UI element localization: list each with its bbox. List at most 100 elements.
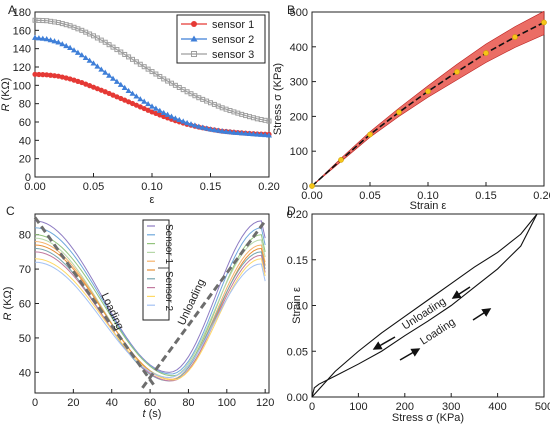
y-tick-label: 60 [19,117,31,129]
data-point [184,119,191,126]
data-point [153,110,159,117]
x-tick-label: 0.15 [475,190,496,202]
data-point [367,131,373,138]
x-tick-label: 0 [32,397,38,409]
panel-letter: B [287,3,295,17]
data-point [133,93,140,99]
data-point [32,71,38,77]
y-tick-label: 0 [302,181,308,193]
loading-arrow-upper [472,308,492,321]
series-sensor-2 [32,34,272,138]
panel-letter: A [8,3,16,17]
data-point [86,57,93,63]
data-point [512,34,518,40]
data-point [246,130,253,136]
data-point [63,75,69,81]
data-point [454,69,460,75]
x-tick-label: 0.10 [417,190,438,202]
legend-label: sensor 2 [212,34,254,46]
data-point [48,72,54,78]
data-point [219,128,226,134]
x-tick-label: 60 [144,397,156,409]
data-point [39,35,46,41]
x-axis-label: Stress σ (KPa) [392,412,464,424]
data-point [121,84,128,90]
data-point [172,115,179,121]
data-point [94,86,100,92]
y-tick-label: 80 [19,230,31,242]
data-point [425,88,431,95]
data-point [71,47,77,53]
data-point [258,131,265,137]
y-tick-label: 60 [19,299,31,311]
data-point [161,113,167,120]
x-tick-label: 0.20 [533,190,550,202]
data-point [211,126,218,133]
legend-label: sensor 1 [212,19,254,31]
data-point [203,125,210,131]
trend-dashed-line [33,216,158,389]
data-point [35,35,42,41]
x-tick-label: 40 [106,397,118,409]
data-point [83,81,89,87]
data-point [59,41,66,47]
data-point [188,121,194,127]
panel-b: B 0.00 0.05 0.10 0.15 0.20 0 100 200 300 400 500 Str… [272,3,550,212]
data-point [133,102,139,108]
x-tick-label: 0 [309,401,315,413]
data-point [215,127,222,133]
y-tick-label: 140 [13,44,31,56]
x-tick-label: 300 [442,401,460,413]
data-point [199,124,206,130]
data-point [74,49,81,55]
legend-label-sensor-2: Sensor 2 [163,271,174,311]
data-point [110,75,116,81]
data-point [191,122,198,128]
x-tick-label: 80 [182,397,194,409]
response-curve [34,261,266,379]
data-point [396,109,402,116]
y-tick-label: 0 [25,172,31,184]
y-tick-label: 0.00 [287,392,308,404]
data-point [98,87,104,93]
data-point [137,96,144,102]
x-tick-label: 0.05 [359,190,380,202]
y-tick-label: 0.20 [287,209,308,221]
panel-letter: D [287,204,296,218]
data-point [266,132,272,138]
data-point [207,126,214,132]
unloading-arrow-upper [451,286,471,299]
panel-a: A 0.00 0.05 0.10 0.15 0.20 0 20 40 60 80 100 120 140 1… [0,3,280,206]
data-point [195,123,202,129]
error-band [311,10,545,187]
y-tick-label: 500 [290,7,308,19]
legend-marker [191,21,197,27]
panel-letter: C [6,204,15,218]
x-axis-label: ε [150,194,155,206]
data-point [106,72,113,78]
annotation-unloading: Unloading [176,277,208,327]
y-tick-label: 0.05 [287,346,308,358]
y-tick-label: 20 [19,154,31,166]
data-point [90,84,97,90]
y-axis-label: Strain ε [291,287,303,324]
data-point [250,131,257,137]
data-point [59,74,65,80]
data-point [230,129,237,135]
data-point [145,107,151,113]
data-point [36,71,42,78]
series-line [34,19,270,122]
x-tick-label: 0.00 [24,181,45,193]
data-point [87,83,93,89]
y-tick-label: 120 [13,62,31,74]
data-point [47,37,54,43]
y-tick-label: 0.15 [287,255,308,267]
data-point [254,131,261,137]
data-point [90,60,97,66]
y-tick-label: 40 [19,367,31,379]
x-tick-label: 120 [256,397,274,409]
x-tick-label: 0.20 [258,181,279,193]
y-axis-label: R (KΩ) [2,287,14,321]
data-point [262,131,269,138]
